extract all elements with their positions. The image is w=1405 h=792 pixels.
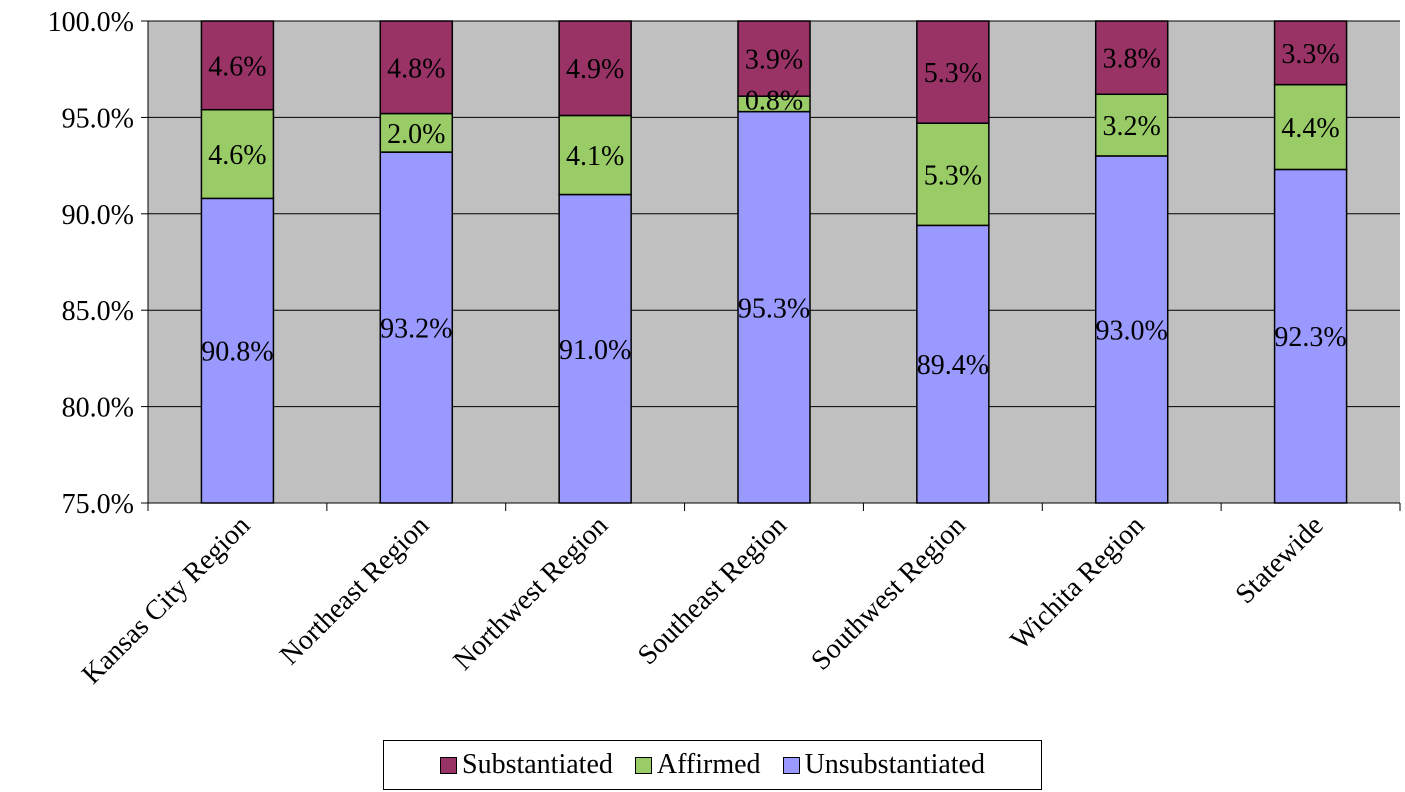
bar-segment-unsubstantiated: [1094, 155, 1169, 504]
bar-segment-affirmed: [200, 108, 275, 200]
legend-item-substantiated: Substantiated: [440, 749, 613, 781]
data-label-affirmed: 5.3%: [924, 160, 982, 191]
data-label-unsubstantiated: 95.3%: [738, 293, 810, 324]
legend-label-affirmed: Affirmed: [656, 749, 761, 780]
bar-segment-substantiated: [379, 20, 454, 115]
y-tick-label: 75.0%: [62, 489, 134, 520]
y-tick-label: 100.0%: [48, 7, 134, 38]
data-label-substantiated: 4.8%: [387, 53, 445, 84]
bar-segment-substantiated: [916, 20, 990, 124]
data-label-unsubstantiated: 93.2%: [380, 314, 452, 345]
x-tick-label: Southeast Region: [632, 510, 793, 671]
data-label-substantiated: 3.8%: [1103, 44, 1161, 75]
data-label-unsubstantiated: 89.4%: [917, 350, 989, 381]
x-tick-label: Statewide: [1230, 510, 1330, 610]
y-tick-label: 90.0%: [62, 200, 134, 231]
legend-swatch-affirmed: [634, 756, 652, 774]
bar-segment-unsubstantiated: [558, 193, 632, 504]
legend-swatch-unsubstantiated: [782, 756, 800, 774]
bar-segment-unsubstantiated: [737, 110, 811, 504]
bar-segment-affirmed: [916, 122, 990, 227]
y-tick-label: 80.0%: [62, 393, 134, 424]
legend-label-unsubstantiated: Unsubstantiated: [804, 749, 985, 780]
x-tick-label: Northwest Region: [448, 510, 615, 677]
data-label-substantiated: 3.9%: [745, 45, 803, 76]
bar-segment-affirmed: [558, 114, 632, 196]
bar-segment-substantiated: [1094, 20, 1169, 96]
bar-segment-substantiated: [200, 20, 275, 111]
bar-segment-unsubstantiated: [916, 224, 990, 504]
data-label-affirmed: 4.6%: [208, 140, 266, 171]
y-tick-label: 95.0%: [62, 103, 134, 134]
y-tick-label: 85.0%: [62, 296, 134, 327]
data-label-substantiated: 4.9%: [566, 54, 624, 85]
data-label-unsubstantiated: 91.0%: [559, 335, 631, 366]
legend-item-affirmed: Affirmed: [634, 749, 761, 781]
legend-label-substantiated: Substantiated: [462, 749, 613, 780]
chart-legend: Substantiated Affirmed Unsubstantiated: [383, 740, 1042, 790]
bar-segment-unsubstantiated: [200, 197, 275, 504]
bar-segment-substantiated: [737, 20, 811, 97]
legend-swatch-substantiated: [440, 756, 457, 774]
legend-item-unsubstantiated: Unsubstantiated: [782, 749, 985, 781]
x-tick-label: Wichita Region: [1005, 510, 1151, 656]
data-label-affirmed: 4.4%: [1281, 113, 1339, 144]
data-label-affirmed: 3.2%: [1103, 111, 1161, 142]
x-tick-label: Southwest Region: [805, 510, 972, 677]
data-label-substantiated: 3.3%: [1281, 39, 1339, 70]
data-label-affirmed: 2.0%: [387, 119, 445, 150]
x-tick-label: Kansas City Region: [76, 510, 256, 690]
x-tick-label: Northeast Region: [274, 510, 435, 671]
data-label-unsubstantiated: 90.8%: [201, 337, 273, 368]
data-label-affirmed: 4.1%: [566, 141, 624, 172]
data-label-unsubstantiated: 92.3%: [1274, 322, 1346, 353]
bar-segment-substantiated: [1273, 20, 1348, 86]
bar-segment-affirmed: [1094, 93, 1169, 157]
data-label-substantiated: 5.3%: [924, 58, 982, 89]
data-label-unsubstantiated: 93.0%: [1096, 315, 1168, 346]
data-label-substantiated: 4.6%: [208, 51, 266, 82]
data-label-affirmed: 0.8%: [745, 86, 803, 117]
bar-segment-substantiated: [558, 20, 632, 117]
